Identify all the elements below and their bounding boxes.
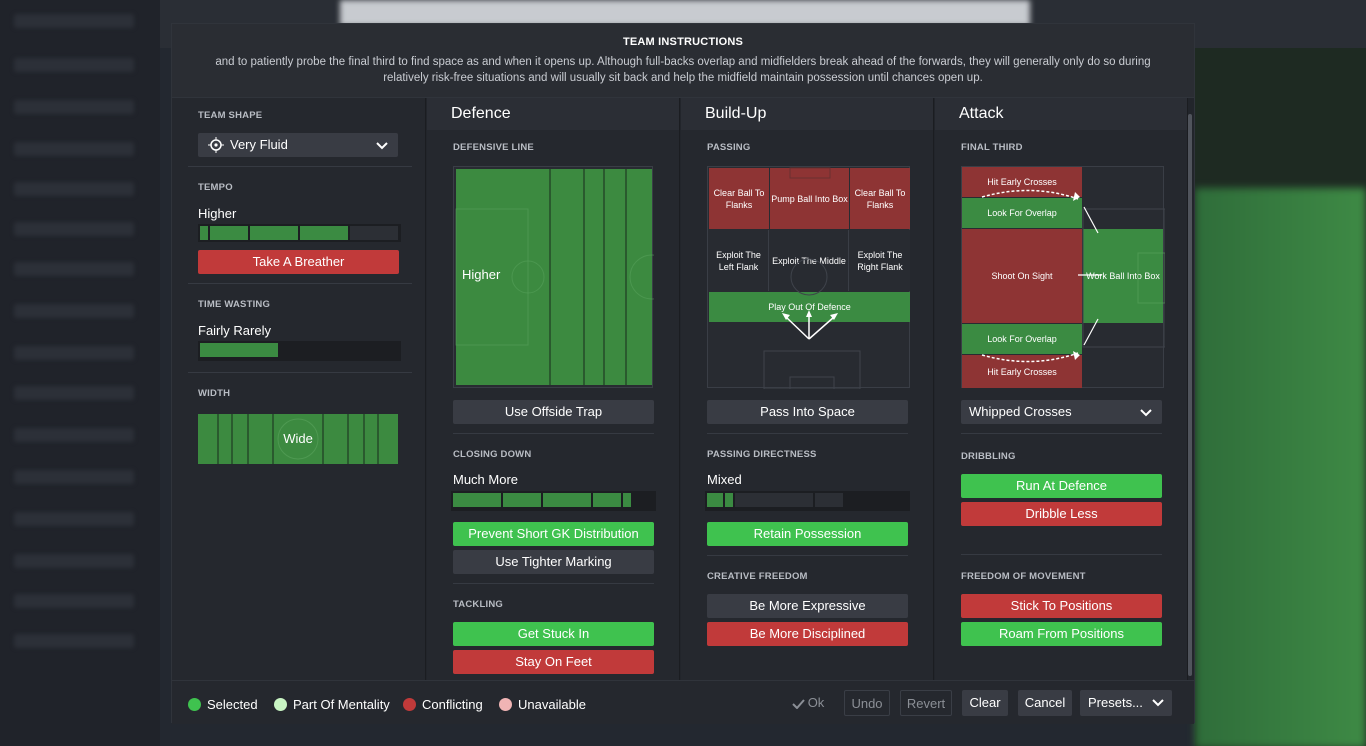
undo-button[interactable]: Undo bbox=[844, 690, 890, 716]
team-shape-label: TEAM SHAPE bbox=[198, 110, 263, 121]
zone-work-ball-into-box[interactable]: Work Ball Into Box bbox=[1083, 229, 1163, 323]
defence-header: Defence bbox=[427, 98, 679, 130]
time-wasting-value: Fairly Rarely bbox=[198, 323, 271, 338]
chevron-down-icon bbox=[1140, 409, 1152, 417]
chevron-down-icon bbox=[376, 142, 388, 150]
attack-column: Attack FINAL THIRD Hit Early Crosses Loo… bbox=[935, 98, 1188, 680]
zone-hit-early-crosses-top[interactable]: Hit Early Crosses bbox=[962, 167, 1082, 197]
zone-look-for-overlap-bottom[interactable]: Look For Overlap bbox=[962, 324, 1082, 354]
passing-directness-label: PASSING DIRECTNESS bbox=[707, 449, 817, 460]
width-pitch-lines bbox=[217, 414, 379, 464]
team-shape-select[interactable]: Very Fluid bbox=[198, 133, 398, 157]
prevent-short-gk-distribution-button[interactable]: Prevent Short GK Distribution bbox=[453, 522, 654, 546]
defence-column: Defence DEFENSIVE LINE Higher Use Offsid… bbox=[427, 98, 680, 680]
passing-label: PASSING bbox=[707, 142, 751, 153]
build-up-column: Build-Up PASSING Clear Ball To Flanks Pu… bbox=[681, 98, 934, 680]
clear-button[interactable]: Clear bbox=[962, 690, 1008, 716]
legend-unavailable: Unavailable bbox=[499, 697, 586, 712]
checkmark-icon bbox=[791, 698, 805, 710]
be-more-expressive-button[interactable]: Be More Expressive bbox=[707, 594, 908, 618]
crosses-select-value: Whipped Crosses bbox=[969, 404, 1072, 419]
be-more-disciplined-button[interactable]: Be More Disciplined bbox=[707, 622, 908, 646]
revert-button[interactable]: Revert bbox=[900, 690, 952, 716]
zone-hit-early-crosses-bottom[interactable]: Hit Early Crosses bbox=[962, 355, 1082, 388]
roam-from-positions-button[interactable]: Roam From Positions bbox=[961, 622, 1162, 646]
chevron-down-icon bbox=[1152, 699, 1164, 707]
team-instructions-dialog: TEAM INSTRUCTIONS and to patiently probe… bbox=[171, 23, 1195, 724]
width-label: WIDTH bbox=[198, 388, 231, 399]
tackling-label: TACKLING bbox=[453, 599, 503, 610]
presets-button[interactable]: Presets... bbox=[1080, 690, 1172, 716]
time-wasting-label: TIME WASTING bbox=[198, 299, 271, 310]
general-column: TEAM SHAPE Very Fluid TEMPO Higher Take … bbox=[172, 98, 426, 680]
closing-down-bar[interactable] bbox=[451, 491, 656, 511]
passing-directness-value: Mixed bbox=[707, 472, 742, 487]
retain-possession-button[interactable]: Retain Possession bbox=[707, 522, 908, 546]
zone-exploit-left-flank[interactable]: Exploit The Left Flank bbox=[709, 230, 769, 291]
final-third-pitch: Hit Early Crosses Look For Overlap Shoot… bbox=[961, 166, 1165, 388]
dialog-title: TEAM INSTRUCTIONS bbox=[622, 36, 744, 48]
mentality-description: and to patiently probe the final third t… bbox=[215, 56, 1151, 84]
selected-dot-icon bbox=[188, 698, 201, 711]
defensive-line-value: Higher bbox=[462, 267, 501, 282]
width-value: Wide bbox=[283, 431, 313, 446]
freedom-of-movement-label: FREEDOM OF MOVEMENT bbox=[961, 571, 1086, 582]
dribble-less-button[interactable]: Dribble Less bbox=[961, 502, 1162, 526]
scrollbar[interactable] bbox=[1188, 114, 1192, 676]
legend-part-of-mentality: Part Of Mentality bbox=[274, 697, 390, 712]
passing-pitch: Clear Ball To Flanks Pump Ball Into Box … bbox=[707, 166, 910, 389]
use-tighter-marking-button[interactable]: Use Tighter Marking bbox=[453, 550, 654, 574]
defensive-line-lines bbox=[455, 169, 654, 385]
zone-pump-ball-into-box[interactable]: Pump Ball Into Box bbox=[770, 168, 849, 229]
get-stuck-in-button[interactable]: Get Stuck In bbox=[453, 622, 654, 646]
ok-button[interactable]: Ok bbox=[784, 690, 832, 716]
zone-clear-ball-right[interactable]: Clear Ball To Flanks bbox=[850, 168, 910, 229]
crosses-select[interactable]: Whipped Crosses bbox=[961, 400, 1162, 424]
time-wasting-bar[interactable] bbox=[198, 341, 401, 361]
zone-exploit-right-flank[interactable]: Exploit The Right Flank bbox=[850, 230, 910, 291]
attack-header: Attack bbox=[935, 98, 1187, 130]
mentality-dot-icon bbox=[274, 698, 287, 711]
take-a-breather-button[interactable]: Take A Breather bbox=[198, 250, 399, 274]
conflicting-dot-icon bbox=[403, 698, 416, 711]
run-at-defence-button[interactable]: Run At Defence bbox=[961, 474, 1162, 498]
defensive-line-label: DEFENSIVE LINE bbox=[453, 142, 534, 153]
zone-clear-ball-left[interactable]: Clear Ball To Flanks bbox=[709, 168, 769, 229]
creative-freedom-label: CREATIVE FREEDOM bbox=[707, 571, 808, 582]
dribbling-label: DRIBBLING bbox=[961, 451, 1016, 462]
stay-on-feet-button[interactable]: Stay On Feet bbox=[453, 650, 654, 674]
stick-to-positions-button[interactable]: Stick To Positions bbox=[961, 594, 1162, 618]
unavailable-dot-icon bbox=[499, 698, 512, 711]
closing-down-value: Much More bbox=[453, 472, 519, 487]
zone-shoot-on-sight[interactable]: Shoot On Sight bbox=[962, 229, 1082, 323]
background-sidebar bbox=[0, 0, 160, 746]
pass-into-space-button[interactable]: Pass Into Space bbox=[707, 400, 908, 424]
legend-conflicting: Conflicting bbox=[403, 697, 483, 712]
build-up-header: Build-Up bbox=[681, 98, 933, 130]
cancel-button[interactable]: Cancel bbox=[1018, 690, 1072, 716]
passing-directness-bar[interactable] bbox=[705, 491, 910, 511]
dialog-footer: Selected Part Of Mentality Conflicting U… bbox=[172, 680, 1194, 724]
closing-down-label: CLOSING DOWN bbox=[453, 449, 532, 460]
legend-selected: Selected bbox=[188, 697, 258, 712]
formation-icon bbox=[208, 137, 224, 153]
tempo-value: Higher bbox=[198, 206, 237, 221]
width-pitch[interactable]: Wide bbox=[198, 414, 398, 464]
tempo-bar[interactable] bbox=[198, 224, 401, 242]
use-offside-trap-button[interactable]: Use Offside Trap bbox=[453, 400, 654, 424]
tempo-label: TEMPO bbox=[198, 182, 233, 193]
defensive-line-pitch[interactable]: Higher bbox=[453, 166, 654, 388]
zone-play-out-of-defence[interactable]: Play Out Of Defence bbox=[709, 292, 910, 322]
team-shape-value: Very Fluid bbox=[230, 137, 288, 152]
zone-look-for-overlap-top[interactable]: Look For Overlap bbox=[962, 198, 1082, 228]
zone-exploit-middle[interactable]: Exploit The Middle bbox=[770, 230, 849, 291]
dialog-header: TEAM INSTRUCTIONS and to patiently probe… bbox=[172, 24, 1194, 98]
final-third-label: FINAL THIRD bbox=[961, 142, 1023, 153]
